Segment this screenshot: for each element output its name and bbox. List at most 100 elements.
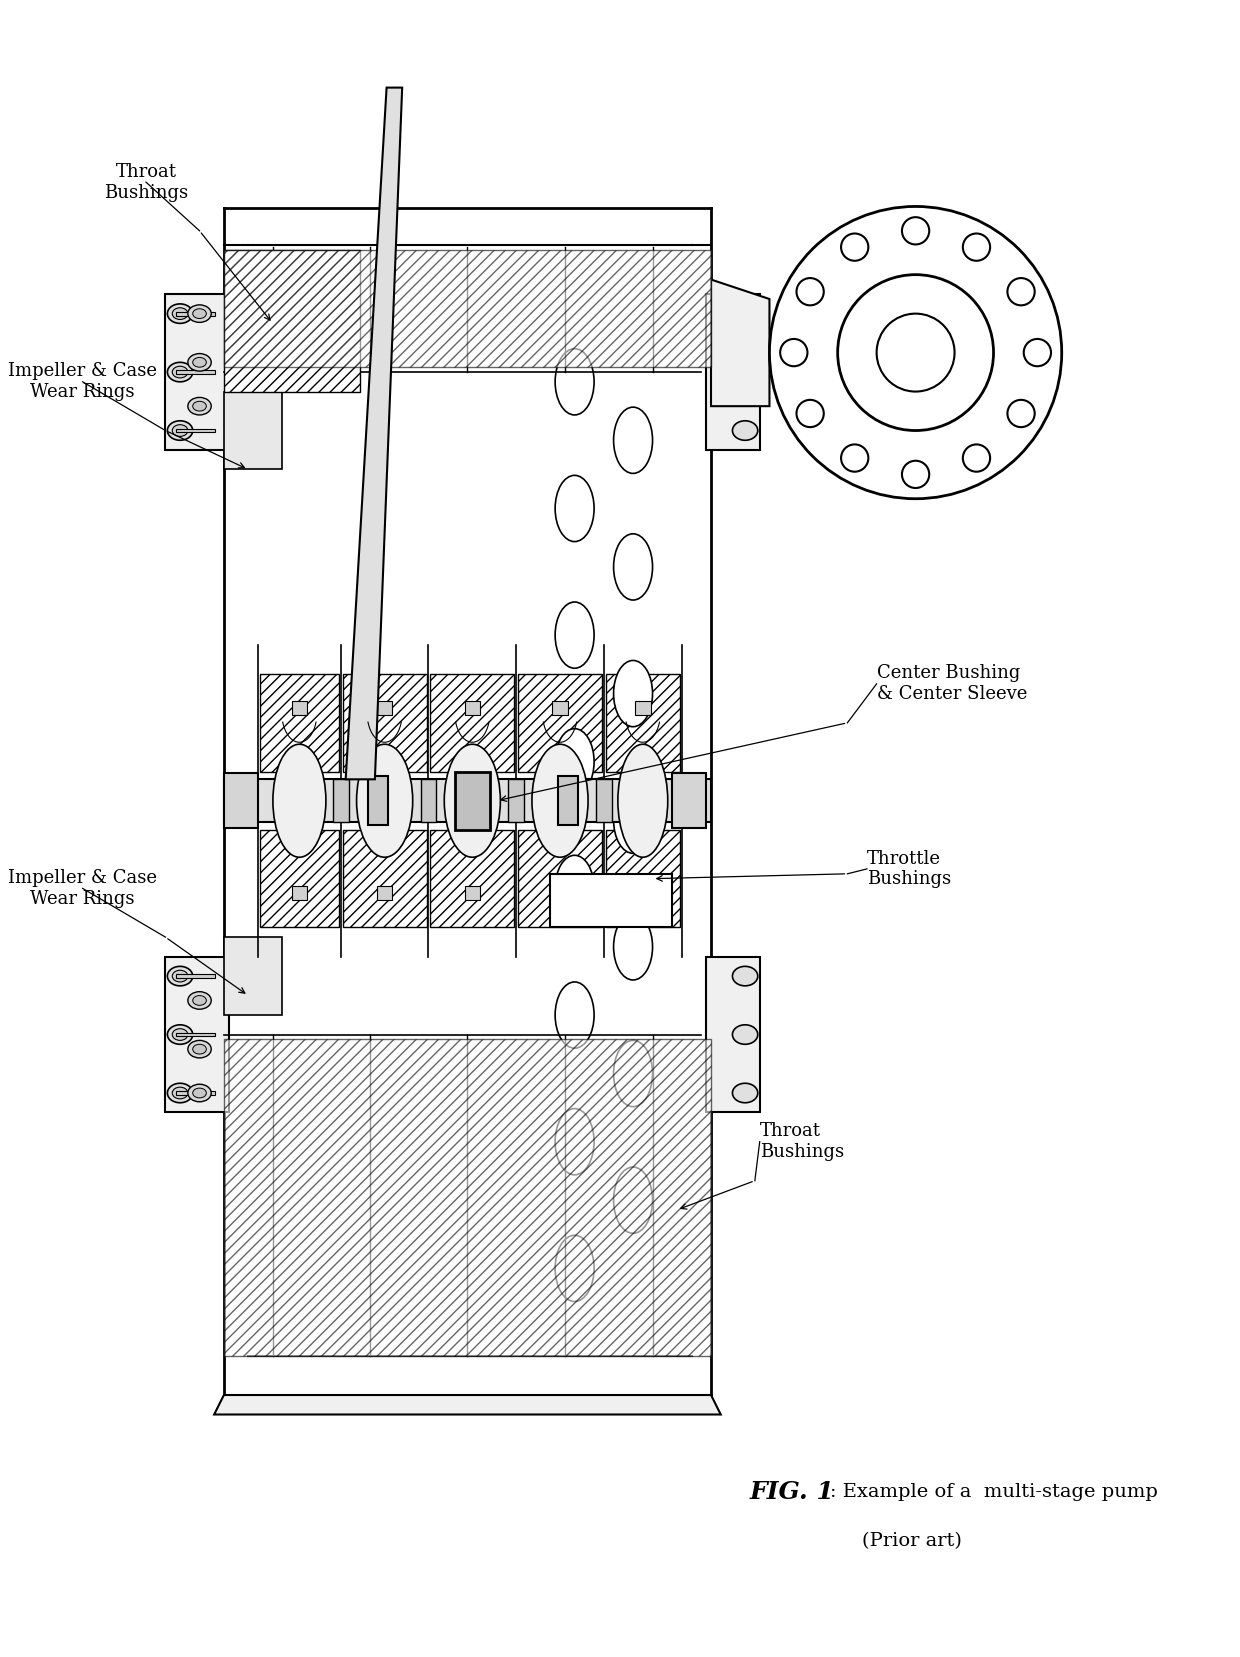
Ellipse shape [187, 353, 211, 371]
Ellipse shape [556, 1234, 594, 1301]
Ellipse shape [556, 855, 594, 921]
Bar [334, 779, 348, 822]
Bar [551, 873, 672, 928]
Polygon shape [224, 250, 361, 391]
Polygon shape [165, 207, 755, 1415]
Polygon shape [518, 830, 601, 928]
Ellipse shape [614, 534, 652, 600]
Ellipse shape [167, 1084, 192, 1104]
Bar [635, 701, 651, 716]
Ellipse shape [1024, 340, 1052, 366]
Polygon shape [346, 88, 402, 779]
Polygon shape [430, 674, 515, 772]
Text: Throttle
Bushings: Throttle Bushings [867, 850, 951, 888]
Ellipse shape [556, 1109, 594, 1175]
Ellipse shape [796, 399, 823, 428]
Ellipse shape [962, 444, 990, 472]
Polygon shape [342, 830, 427, 928]
Ellipse shape [167, 966, 192, 986]
Ellipse shape [556, 729, 594, 795]
Bar [558, 777, 578, 825]
Bar [465, 886, 480, 900]
Polygon shape [430, 830, 515, 928]
Polygon shape [224, 250, 711, 368]
Text: FIG. 1: FIG. 1 [750, 1480, 835, 1505]
Bar [176, 370, 215, 374]
Ellipse shape [733, 363, 758, 381]
Polygon shape [706, 295, 760, 451]
Ellipse shape [172, 308, 187, 320]
Ellipse shape [556, 601, 594, 668]
Ellipse shape [444, 744, 501, 857]
Polygon shape [706, 956, 760, 1112]
Text: : Example of a  multi-stage pump: : Example of a multi-stage pump [830, 1483, 1158, 1501]
Text: Impeller & Case
Wear Rings: Impeller & Case Wear Rings [9, 868, 157, 908]
Ellipse shape [556, 348, 594, 414]
Bar [224, 774, 258, 828]
Ellipse shape [838, 275, 993, 431]
Polygon shape [224, 938, 283, 1016]
Polygon shape [215, 1395, 720, 1415]
Ellipse shape [273, 744, 326, 857]
Polygon shape [165, 295, 228, 451]
Ellipse shape [1007, 278, 1034, 305]
Ellipse shape [841, 444, 868, 472]
Bar [368, 777, 388, 825]
Ellipse shape [733, 1024, 758, 1044]
Ellipse shape [614, 408, 652, 474]
Ellipse shape [187, 1084, 211, 1102]
Ellipse shape [614, 661, 652, 727]
Polygon shape [260, 830, 339, 928]
Ellipse shape [187, 305, 211, 323]
Ellipse shape [187, 1041, 211, 1057]
Ellipse shape [733, 421, 758, 441]
Ellipse shape [733, 303, 758, 323]
Ellipse shape [192, 996, 206, 1006]
Bar [552, 701, 568, 716]
Text: Center Bushing
& Center Sleeve: Center Bushing & Center Sleeve [877, 664, 1027, 703]
Ellipse shape [532, 744, 588, 857]
Polygon shape [224, 779, 711, 822]
Ellipse shape [167, 421, 192, 441]
Ellipse shape [796, 278, 823, 305]
Ellipse shape [733, 966, 758, 986]
Polygon shape [711, 280, 770, 406]
Ellipse shape [192, 1089, 206, 1099]
Bar [377, 701, 392, 716]
Bar [291, 701, 308, 716]
Ellipse shape [877, 313, 955, 391]
Bar [176, 429, 215, 432]
Polygon shape [260, 674, 339, 772]
Ellipse shape [614, 787, 652, 853]
Ellipse shape [841, 234, 868, 260]
Bar [455, 772, 490, 830]
Ellipse shape [357, 744, 413, 857]
Polygon shape [224, 1039, 711, 1355]
Ellipse shape [614, 913, 652, 979]
Bar [508, 779, 525, 822]
Ellipse shape [614, 1041, 652, 1107]
Ellipse shape [172, 1087, 187, 1099]
Ellipse shape [1007, 399, 1034, 428]
Ellipse shape [187, 991, 211, 1009]
Bar [176, 974, 215, 978]
Ellipse shape [192, 358, 206, 368]
Ellipse shape [618, 744, 668, 857]
Polygon shape [518, 674, 601, 772]
Bar [596, 779, 611, 822]
Polygon shape [224, 391, 283, 469]
Text: Throat
Bushings: Throat Bushings [104, 162, 188, 202]
Bar [176, 312, 215, 315]
Ellipse shape [901, 461, 929, 489]
Ellipse shape [167, 303, 192, 323]
Ellipse shape [172, 366, 187, 378]
Text: Throat
Bushings: Throat Bushings [760, 1122, 844, 1162]
Ellipse shape [556, 983, 594, 1049]
Ellipse shape [192, 401, 206, 411]
Polygon shape [606, 830, 680, 928]
Ellipse shape [172, 971, 187, 983]
Ellipse shape [167, 1024, 192, 1044]
Bar [176, 1090, 215, 1095]
Ellipse shape [172, 424, 187, 436]
Ellipse shape [192, 308, 206, 318]
